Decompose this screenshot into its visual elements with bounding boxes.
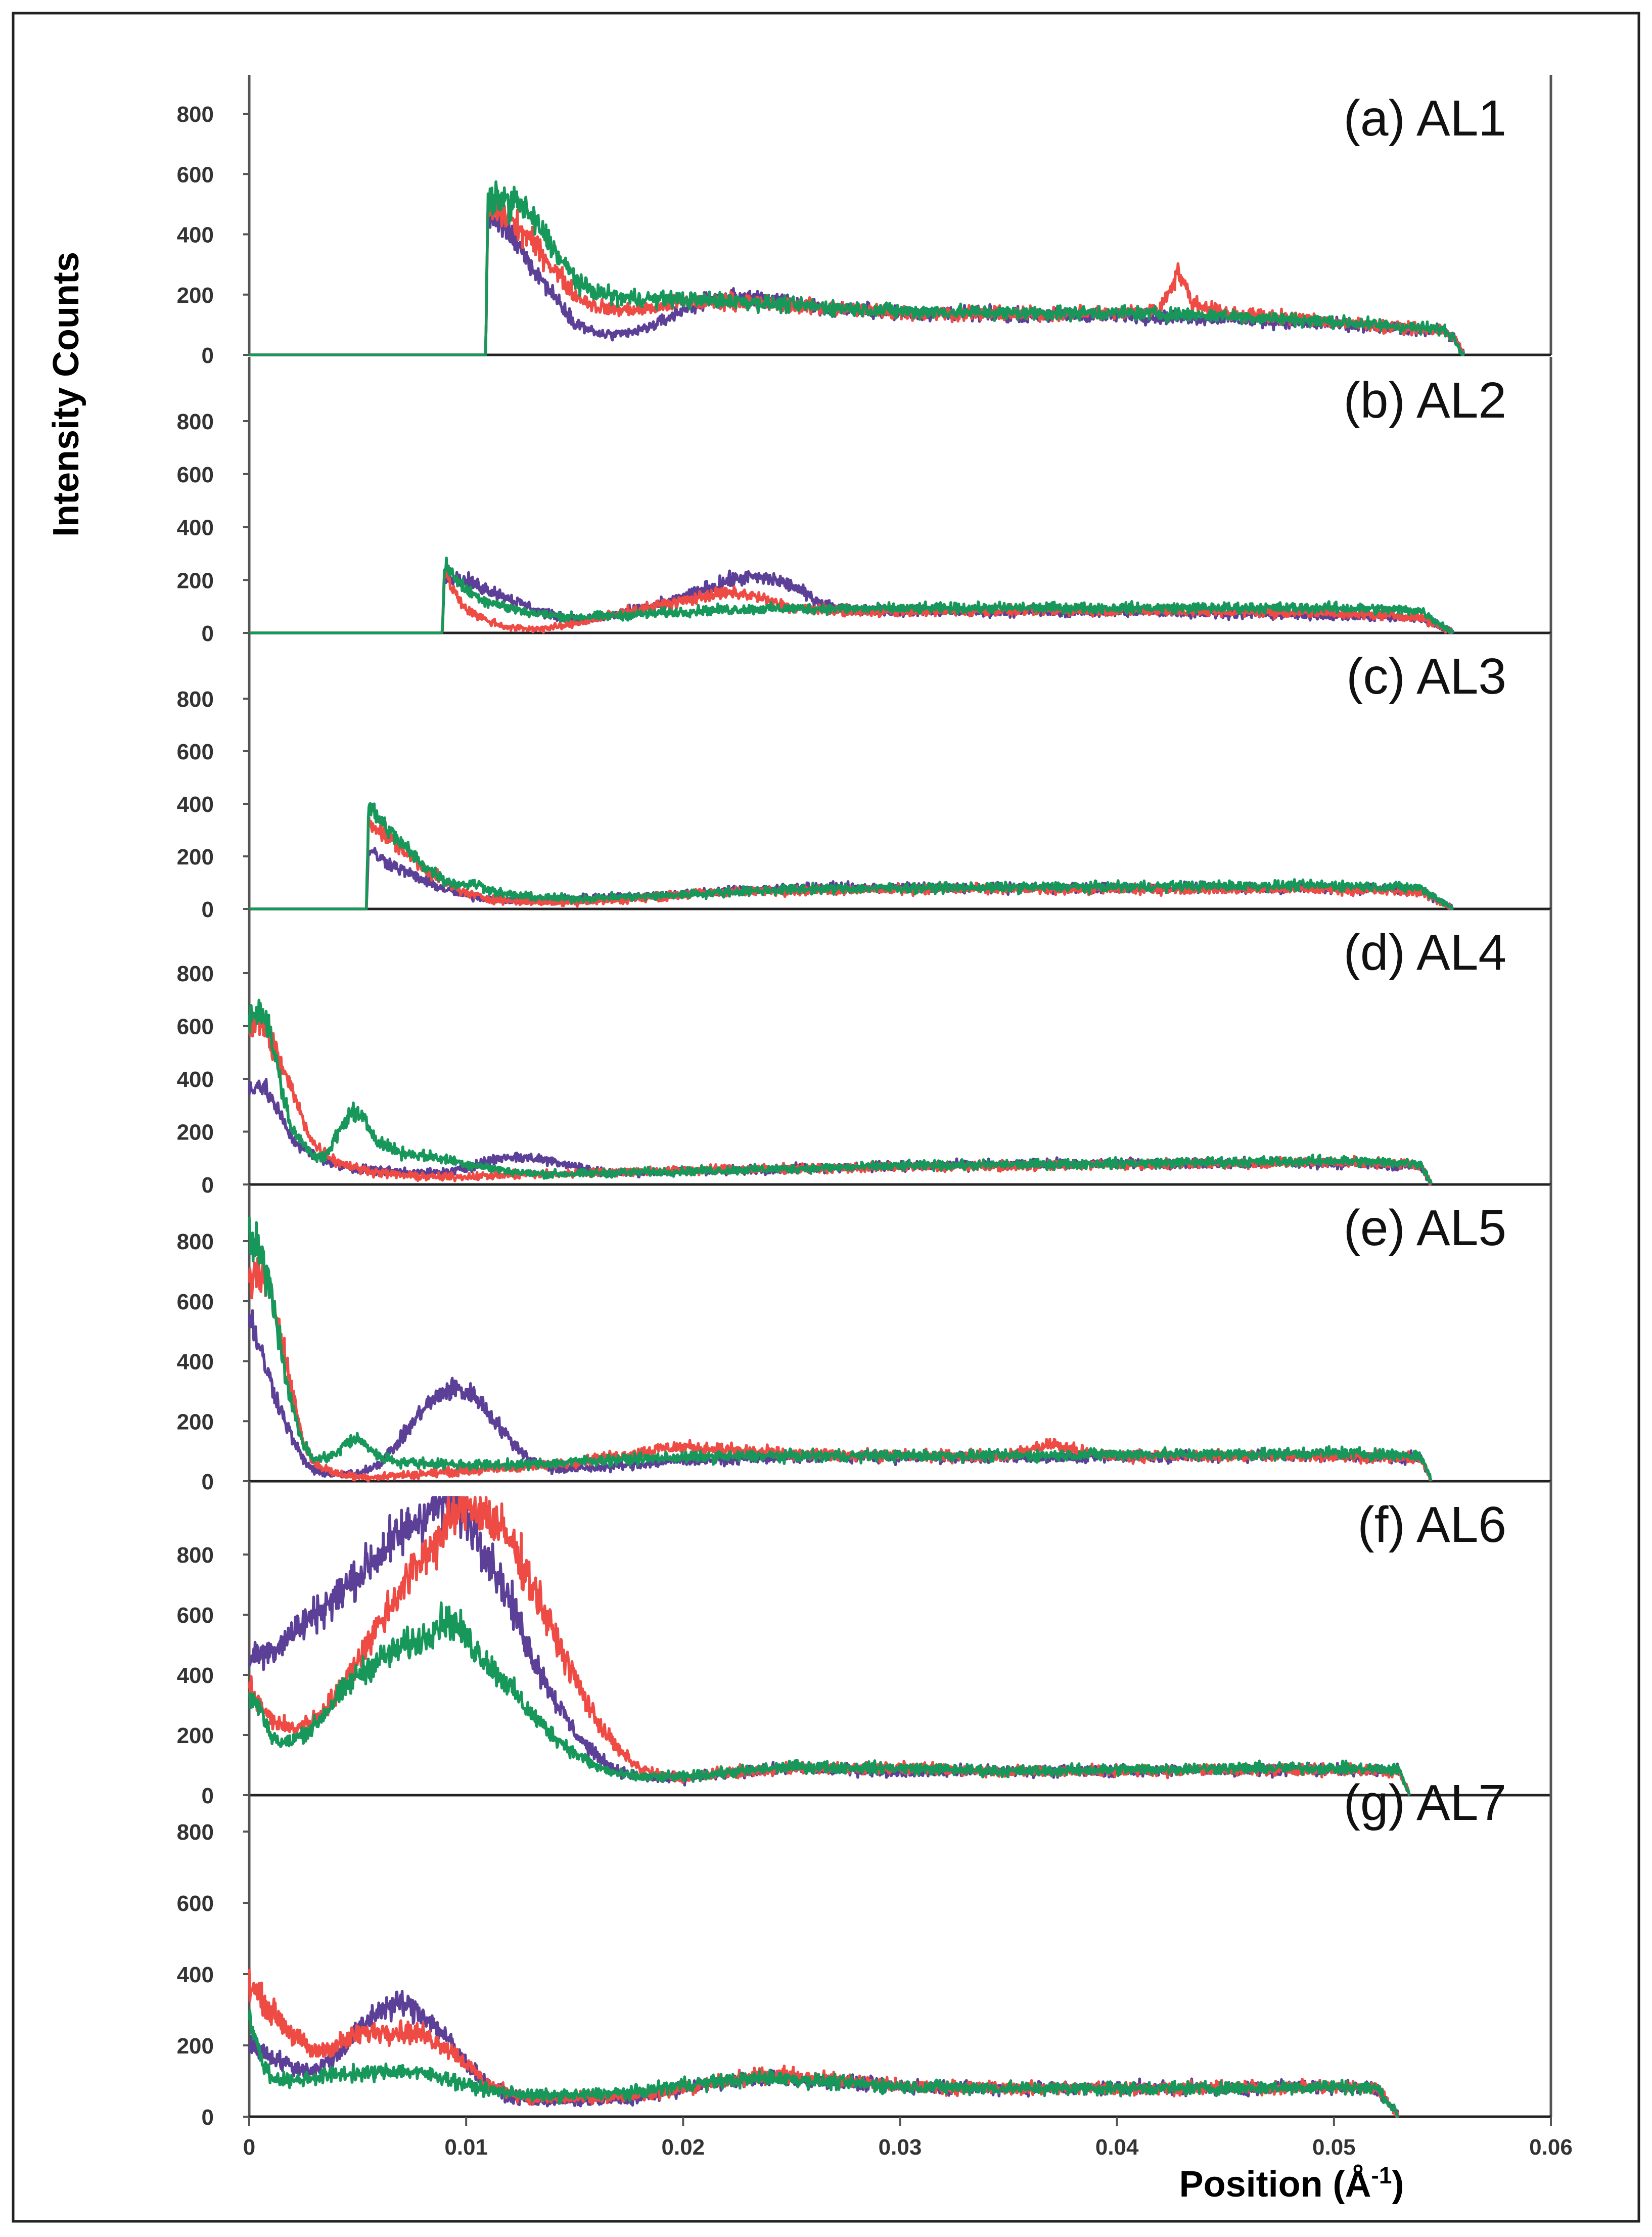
x-axis-title-main: Position (Å — [1179, 2164, 1371, 2205]
panel-label: (a) AL1 — [1344, 90, 1506, 147]
panel-label: (b) AL2 — [1344, 372, 1506, 429]
y-tick-label: 200 — [177, 2034, 214, 2059]
y-tick-label: 600 — [177, 1290, 214, 1314]
x-tick-label: 0.05 — [1312, 2135, 1356, 2160]
y-tick-label: 600 — [177, 162, 214, 187]
panel-label: (c) AL3 — [1346, 648, 1506, 705]
y-tick-label: 0 — [202, 897, 214, 922]
x-tick-label: 0.03 — [879, 2135, 922, 2160]
panel-f: 0 200 400 600 800 (f) AL6 — [177, 1481, 1552, 1808]
x-tick-label: 0.02 — [662, 2135, 705, 2160]
panel-label: (g) AL7 — [1344, 1774, 1506, 1831]
y-tick-label: 200 — [177, 283, 214, 308]
panel-label: (d) AL4 — [1344, 924, 1506, 981]
y-tick-label: 400 — [177, 223, 214, 248]
x-tick-label: 0 — [243, 2135, 255, 2160]
series-line-red — [248, 566, 1454, 634]
panels-group: 0 200 400 600 800 (a) AL1 0 200 400 600 800 (b) AL2… — [177, 75, 1573, 2160]
x-tick-label: 0.04 — [1095, 2135, 1139, 2160]
y-tick-label: 400 — [177, 1350, 214, 1375]
series-line-green — [248, 2009, 1400, 2118]
panel-d: 0 200 400 600 800 (d) AL4 — [177, 909, 1552, 1198]
series-line-green — [248, 1601, 1411, 1796]
y-tick-label: 400 — [177, 1663, 214, 1688]
y-axis-title: Intensity Counts — [46, 252, 86, 537]
y-tick-label: 0 — [202, 1470, 214, 1494]
y-tick-label: 200 — [177, 1409, 214, 1434]
y-tick-label: 800 — [177, 409, 214, 434]
y-tick-label: 800 — [177, 1820, 214, 1845]
panel-a: 0 200 400 600 800 (a) AL1 — [177, 75, 1552, 368]
series-line-green — [248, 998, 1433, 1184]
y-tick-label: 800 — [177, 102, 214, 127]
figure-frame — [12, 12, 1640, 2223]
panel-label: (e) AL5 — [1344, 1200, 1506, 1256]
y-tick-label: 200 — [177, 845, 214, 870]
y-tick-label: 400 — [177, 516, 214, 540]
y-tick-label: 600 — [177, 1015, 214, 1039]
x-axis-title-close: ) — [1392, 2164, 1404, 2205]
x-axis-title: Position (Å-1) — [1179, 2162, 1404, 2205]
y-tick-label: 0 — [202, 621, 214, 646]
y-tick-label: 400 — [177, 792, 214, 817]
y-tick-label: 0 — [202, 1784, 214, 1808]
y-tick-label: 600 — [177, 1891, 214, 1916]
x-tick-label: 0.01 — [444, 2135, 488, 2160]
series-line-green — [248, 1216, 1433, 1482]
y-tick-label: 600 — [177, 1603, 214, 1628]
y-tick-label: 600 — [177, 463, 214, 487]
y-tick-label: 0 — [202, 2105, 214, 2130]
y-tick-label: 200 — [177, 1120, 214, 1145]
panel-e: 0 200 400 600 800 (e) AL5 — [177, 1184, 1552, 1494]
y-tick-label: 200 — [177, 568, 214, 593]
series-line-green — [248, 180, 1465, 356]
y-tick-label: 800 — [177, 1543, 214, 1568]
y-tick-label: 400 — [177, 1962, 214, 1987]
panel-c: 0 200 400 600 800 (c) AL3 — [177, 633, 1552, 922]
series-line-green — [248, 556, 1454, 634]
series-line-green — [248, 802, 1455, 910]
y-tick-label: 0 — [202, 343, 214, 368]
y-tick-label: 800 — [177, 687, 214, 712]
y-tick-label: 800 — [177, 962, 214, 986]
y-tick-label: 800 — [177, 1229, 214, 1254]
panel-b: 0 200 400 600 800 (b) AL2 — [177, 357, 1552, 646]
y-tick-label: 200 — [177, 1723, 214, 1748]
panel-label: (f) AL6 — [1357, 1496, 1506, 1553]
x-axis-title-superscript: -1 — [1371, 2162, 1392, 2188]
y-tick-label: 600 — [177, 740, 214, 764]
y-tick-label: 0 — [202, 1173, 214, 1198]
y-tick-label: 400 — [177, 1067, 214, 1092]
x-tick-label: 0.06 — [1529, 2135, 1573, 2160]
